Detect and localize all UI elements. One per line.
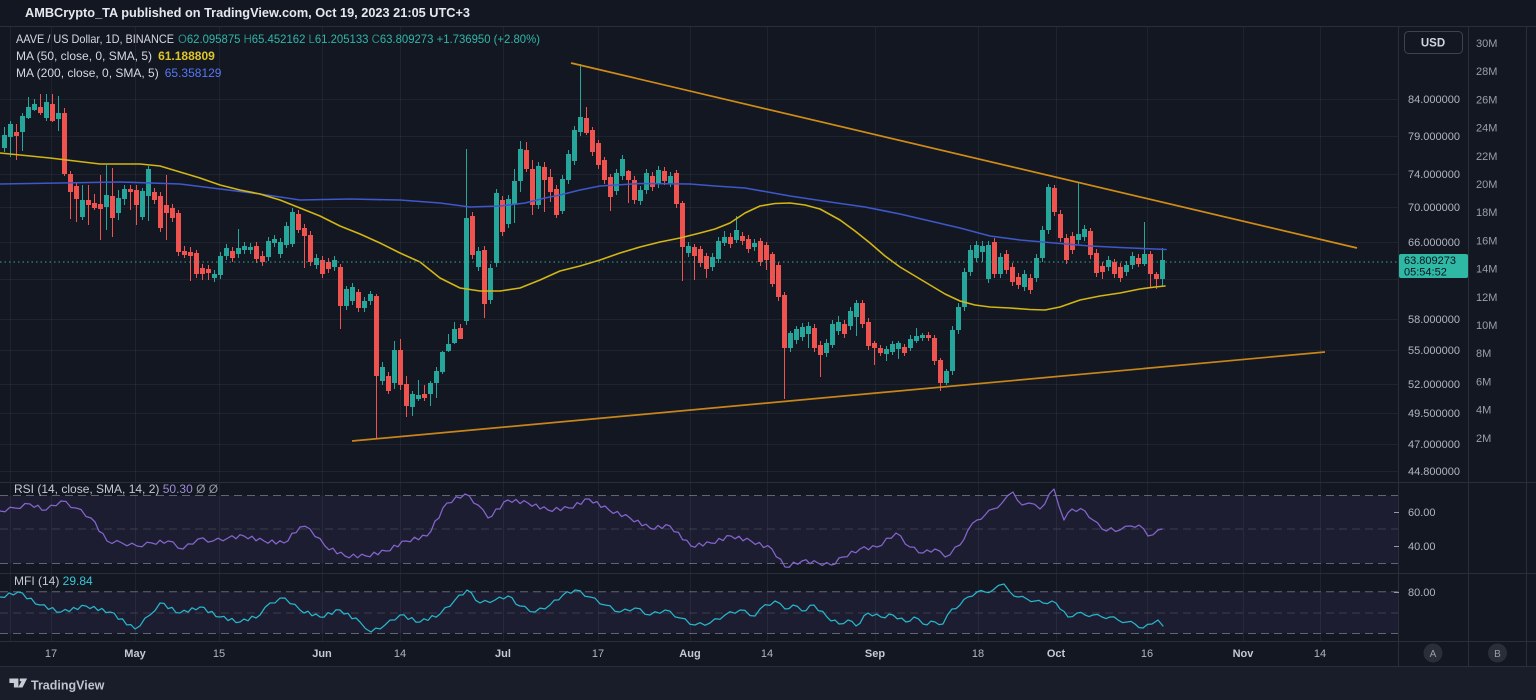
svg-text:22M: 22M bbox=[1476, 151, 1497, 163]
svg-text:6M: 6M bbox=[1476, 376, 1491, 388]
svg-text:2M: 2M bbox=[1476, 433, 1491, 445]
svg-text:47.000000: 47.000000 bbox=[1408, 439, 1460, 451]
svg-text:4M: 4M bbox=[1476, 405, 1491, 417]
svg-text:14: 14 bbox=[394, 648, 406, 660]
svg-text:30M: 30M bbox=[1476, 38, 1497, 50]
svg-text:16M: 16M bbox=[1476, 235, 1497, 247]
svg-text:Sep: Sep bbox=[865, 648, 885, 660]
svg-text:60.00: 60.00 bbox=[1408, 507, 1436, 519]
svg-text:Jun: Jun bbox=[312, 648, 332, 660]
svg-text:8M: 8M bbox=[1476, 348, 1491, 360]
svg-text:MFI (14) 29.84: MFI (14) 29.84 bbox=[14, 574, 93, 588]
svg-text:18: 18 bbox=[972, 648, 984, 660]
svg-text:20M: 20M bbox=[1476, 179, 1497, 191]
svg-text:49.500000: 49.500000 bbox=[1408, 408, 1460, 420]
svg-text:80.00: 80.00 bbox=[1408, 587, 1436, 599]
svg-text:74.000000: 74.000000 bbox=[1408, 169, 1460, 181]
svg-text:16: 16 bbox=[1141, 648, 1153, 660]
svg-text:70.000000: 70.000000 bbox=[1408, 202, 1460, 214]
svg-text:63.809273: 63.809273 bbox=[1404, 255, 1456, 267]
svg-text:Aug: Aug bbox=[679, 648, 700, 660]
svg-text:05:54:52: 05:54:52 bbox=[1404, 267, 1447, 279]
svg-text:MA (200, close, 0, SMA, 5) 65.: MA (200, close, 0, SMA, 5) 65.358129 bbox=[16, 66, 222, 80]
svg-text:44.800000: 44.800000 bbox=[1408, 466, 1460, 478]
svg-text:52.000000: 52.000000 bbox=[1408, 379, 1460, 391]
svg-text:MA (50, close, 0, SMA, 5) 61.1: MA (50, close, 0, SMA, 5) 61.188809 bbox=[16, 49, 215, 63]
svg-text:24M: 24M bbox=[1476, 123, 1497, 135]
svg-text:58.000000: 58.000000 bbox=[1408, 314, 1460, 326]
svg-text:28M: 28M bbox=[1476, 66, 1497, 78]
svg-text:55.000000: 55.000000 bbox=[1408, 345, 1460, 357]
svg-text:14: 14 bbox=[761, 648, 773, 660]
svg-text:14: 14 bbox=[1314, 648, 1326, 660]
svg-text:AMBCrypto_TA published on Trad: AMBCrypto_TA published on TradingView.co… bbox=[25, 6, 470, 20]
svg-text:12M: 12M bbox=[1476, 292, 1497, 304]
svg-text:Jul: Jul bbox=[495, 648, 511, 660]
svg-text:10M: 10M bbox=[1476, 320, 1497, 332]
svg-text:USD: USD bbox=[1421, 38, 1445, 50]
svg-text:15: 15 bbox=[213, 648, 225, 660]
svg-text:17: 17 bbox=[45, 648, 57, 660]
svg-text:O62.095875 H65.452162 L61.20: O62.095875 H65.452162 L61.205133 C63.809… bbox=[178, 32, 540, 46]
svg-text:84.000000: 84.000000 bbox=[1408, 94, 1460, 106]
svg-text:14M: 14M bbox=[1476, 264, 1497, 276]
svg-text:B: B bbox=[1494, 649, 1501, 660]
svg-text:66.000000: 66.000000 bbox=[1408, 237, 1460, 249]
svg-text:79.000000: 79.000000 bbox=[1408, 131, 1460, 143]
svg-text:A: A bbox=[1430, 649, 1437, 660]
svg-text:RSI (14, close, SMA, 14, 2) 50: RSI (14, close, SMA, 14, 2) 50.30 Ø Ø bbox=[14, 482, 218, 496]
svg-text:18M: 18M bbox=[1476, 207, 1497, 219]
svg-text:17: 17 bbox=[592, 648, 604, 660]
svg-text:May: May bbox=[124, 648, 146, 660]
svg-text:40.00: 40.00 bbox=[1408, 541, 1436, 553]
svg-text:TradingView: TradingView bbox=[31, 679, 105, 693]
svg-text:Nov: Nov bbox=[1233, 648, 1255, 660]
svg-text:Oct: Oct bbox=[1047, 648, 1066, 660]
svg-text:26M: 26M bbox=[1476, 94, 1497, 106]
svg-text:AAVE / US Dollar, 1D, BINANCE: AAVE / US Dollar, 1D, BINANCE bbox=[16, 32, 174, 46]
